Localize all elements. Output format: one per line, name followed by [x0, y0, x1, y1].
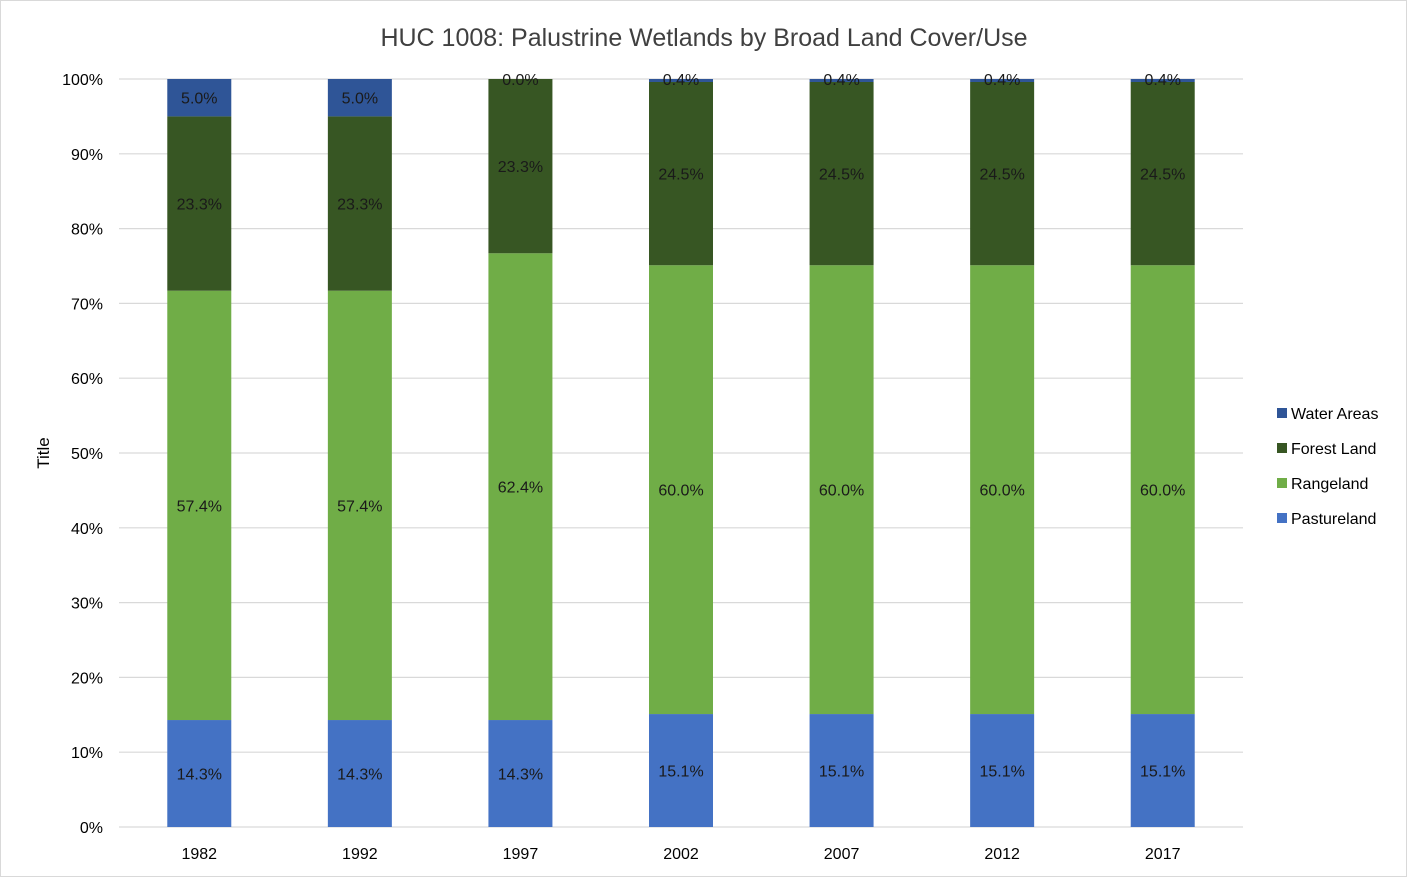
data-label-pastureland-1992: 14.3%: [337, 767, 382, 784]
bar-forest-land-2002: [649, 81, 713, 266]
data-label-pastureland-2002: 15.1%: [658, 764, 703, 781]
data-label-water-areas-1997: 0.0%: [502, 72, 538, 89]
data-label-rangeland-1992: 57.4%: [337, 498, 382, 515]
bar-pastureland-1997: [488, 720, 553, 827]
bar-water-areas-1992: [327, 79, 392, 117]
bar-water-areas-2007: [809, 79, 874, 82]
x-tick-label-2002: 2002: [663, 846, 699, 863]
y-tick-label: 40%: [71, 521, 103, 538]
bar-water-areas-2012: [970, 79, 1035, 82]
bar-rangeland-2012: [970, 265, 1035, 715]
data-label-water-areas-1992: 5.0%: [342, 91, 378, 108]
data-label-forest-land-1992: 23.3%: [337, 197, 382, 214]
data-label-forest-land-2007: 24.5%: [819, 167, 864, 184]
y-axis-label: Title: [34, 437, 53, 469]
y-tick-label: 20%: [71, 670, 103, 687]
y-tick-label: 10%: [71, 745, 103, 762]
data-label-water-areas-2012: 0.4%: [984, 72, 1020, 89]
data-label-pastureland-2017: 15.1%: [1140, 764, 1185, 781]
data-label-water-areas-2002: 0.4%: [663, 72, 699, 89]
x-tick-label-1982: 1982: [181, 846, 217, 863]
bar-pastureland-1982: [167, 720, 232, 827]
x-tick-label-2017: 2017: [1145, 846, 1181, 863]
x-tick-label-2007: 2007: [824, 846, 860, 863]
data-label-forest-land-1982: 23.3%: [177, 197, 222, 214]
legend-swatch-rangeland: [1277, 478, 1287, 488]
bar-forest-land-2017: [1130, 81, 1195, 266]
data-label-pastureland-1997: 14.3%: [498, 767, 543, 784]
y-tick-label: 60%: [71, 371, 103, 388]
data-labels: 14.3% 57.4% 23.3% 5.0% 14.3% 57.4% 23.3% 5.0% 14…: [177, 72, 1186, 784]
x-tick-label-1992: 1992: [342, 846, 378, 863]
legend-swatch-water-areas: [1277, 408, 1287, 418]
data-label-rangeland-2002: 60.0%: [658, 483, 703, 500]
y-tick-label: 100%: [62, 72, 103, 89]
y-tick-label: 70%: [71, 296, 103, 313]
bar-rangeland-1997: [488, 253, 553, 721]
bar-water-areas-1982: [167, 79, 232, 117]
data-label-pastureland-2012: 15.1%: [979, 764, 1024, 781]
bar-pastureland-2017: [1130, 714, 1195, 827]
bar-forest-land-1982: [167, 116, 232, 291]
bar-pastureland-2007: [809, 714, 874, 827]
data-label-pastureland-2007: 15.1%: [819, 764, 864, 781]
data-label-forest-land-2012: 24.5%: [979, 167, 1024, 184]
bar-rangeland-1992: [327, 290, 392, 721]
data-label-pastureland-1982: 14.3%: [177, 767, 222, 784]
bar-rangeland-2017: [1130, 265, 1195, 715]
legend-label-pastureland: Pastureland: [1291, 511, 1376, 528]
data-label-forest-land-1997: 23.3%: [498, 159, 543, 176]
data-label-forest-land-2017: 24.5%: [1140, 167, 1185, 184]
x-tick-label-1997: 1997: [503, 846, 539, 863]
bar-forest-land-2012: [970, 81, 1035, 266]
data-label-rangeland-1982: 57.4%: [177, 498, 222, 515]
bar-pastureland-2002: [649, 714, 713, 827]
bar-rangeland-1982: [167, 290, 232, 721]
data-label-water-areas-1982: 5.0%: [181, 91, 217, 108]
bar-rangeland-2002: [649, 265, 713, 715]
legend-label-water-areas: Water Areas: [1291, 406, 1378, 423]
bar-water-areas-2002: [649, 79, 713, 82]
legend-swatch-pastureland: [1277, 513, 1287, 523]
data-label-water-areas-2007: 0.4%: [823, 72, 859, 89]
legend-swatch-forest-land: [1277, 443, 1287, 453]
bars: [167, 79, 1195, 827]
bar-pastureland-2012: [970, 714, 1035, 827]
chart-title: HUC 1008: Palustrine Wetlands by Broad L…: [380, 24, 1027, 52]
bar-water-areas-2017: [1130, 79, 1195, 82]
legend-label-forest-land: Forest Land: [1291, 441, 1376, 458]
y-tick-label: 0%: [80, 820, 103, 837]
y-tick-label: 50%: [71, 446, 103, 463]
bar-rangeland-2007: [809, 265, 874, 715]
data-label-forest-land-2002: 24.5%: [658, 167, 703, 184]
data-label-rangeland-2012: 60.0%: [979, 483, 1024, 500]
bar-forest-land-1992: [327, 116, 392, 291]
bar-pastureland-1992: [327, 720, 392, 827]
legend-label-rangeland: Rangeland: [1291, 476, 1368, 493]
bar-forest-land-1997: [488, 79, 553, 254]
y-tick-label: 80%: [71, 222, 103, 239]
y-axis-ticks: 0% 10% 20% 30% 40% 50% 60% 70% 80% 90% 100%: [62, 72, 103, 837]
legend: Water Areas Forest Land Rangeland Pasturela…: [1277, 406, 1378, 528]
data-label-rangeland-2017: 60.0%: [1140, 483, 1185, 500]
y-tick-label: 90%: [71, 147, 103, 164]
x-tick-label-2012: 2012: [984, 846, 1020, 863]
data-label-rangeland-1997: 62.4%: [498, 480, 543, 497]
data-label-rangeland-2007: 60.0%: [819, 483, 864, 500]
y-tick-label: 30%: [71, 596, 103, 613]
bar-forest-land-2007: [809, 81, 874, 266]
data-label-water-areas-2017: 0.4%: [1144, 72, 1180, 89]
x-axis-ticks: 1982 1992 1997 2002 2007 2012 2017: [181, 846, 1180, 863]
